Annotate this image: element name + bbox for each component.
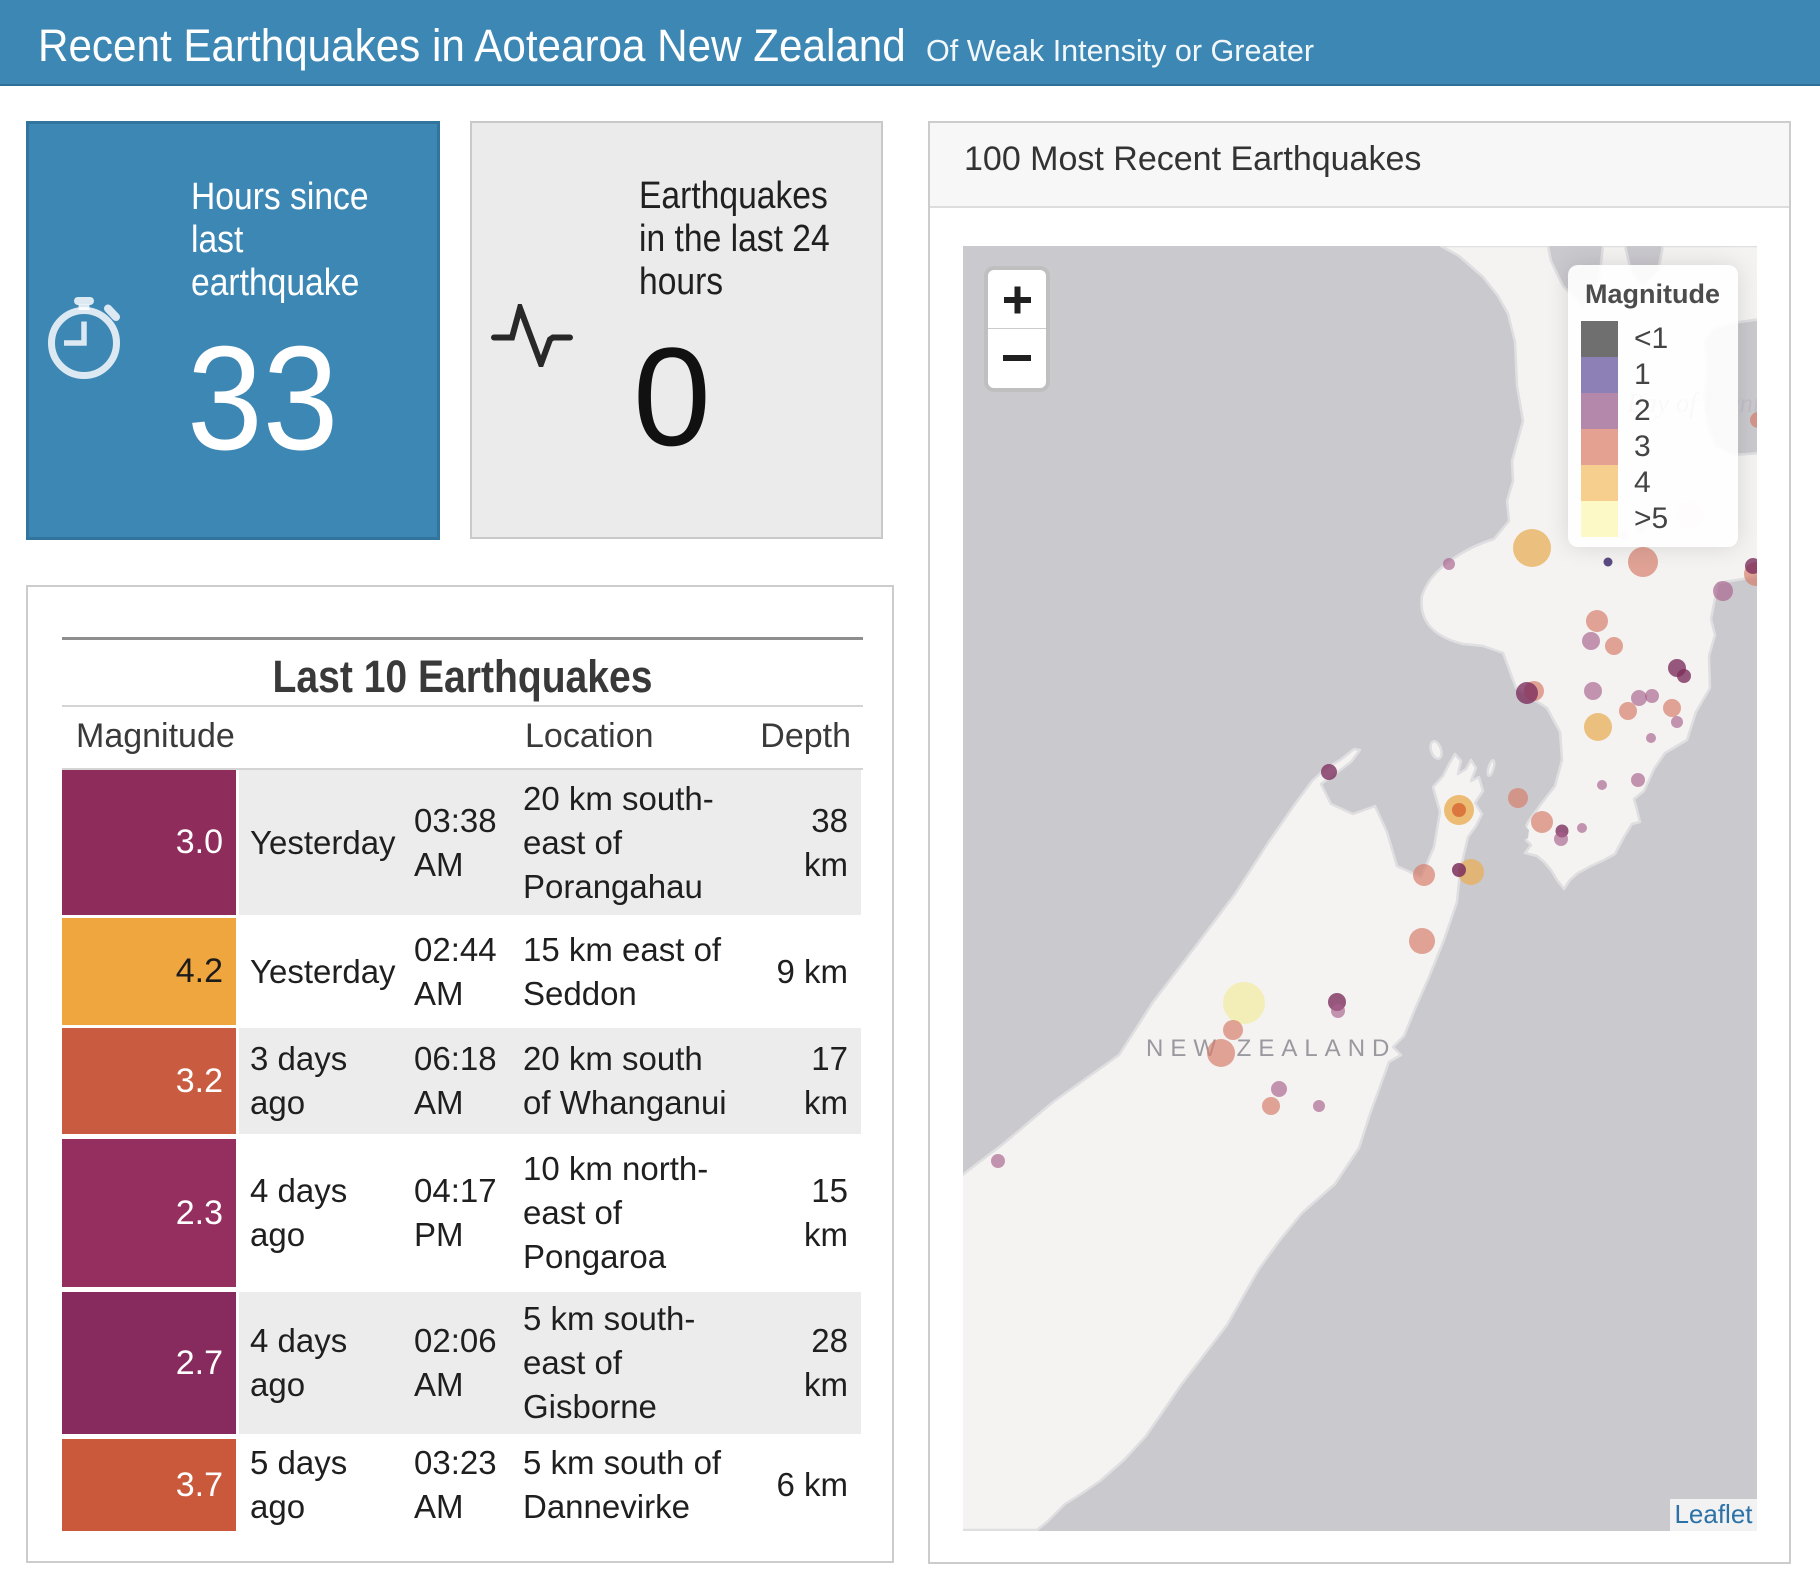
- svg-text:NEW ZEALAND: NEW ZEALAND: [1146, 1035, 1396, 1062]
